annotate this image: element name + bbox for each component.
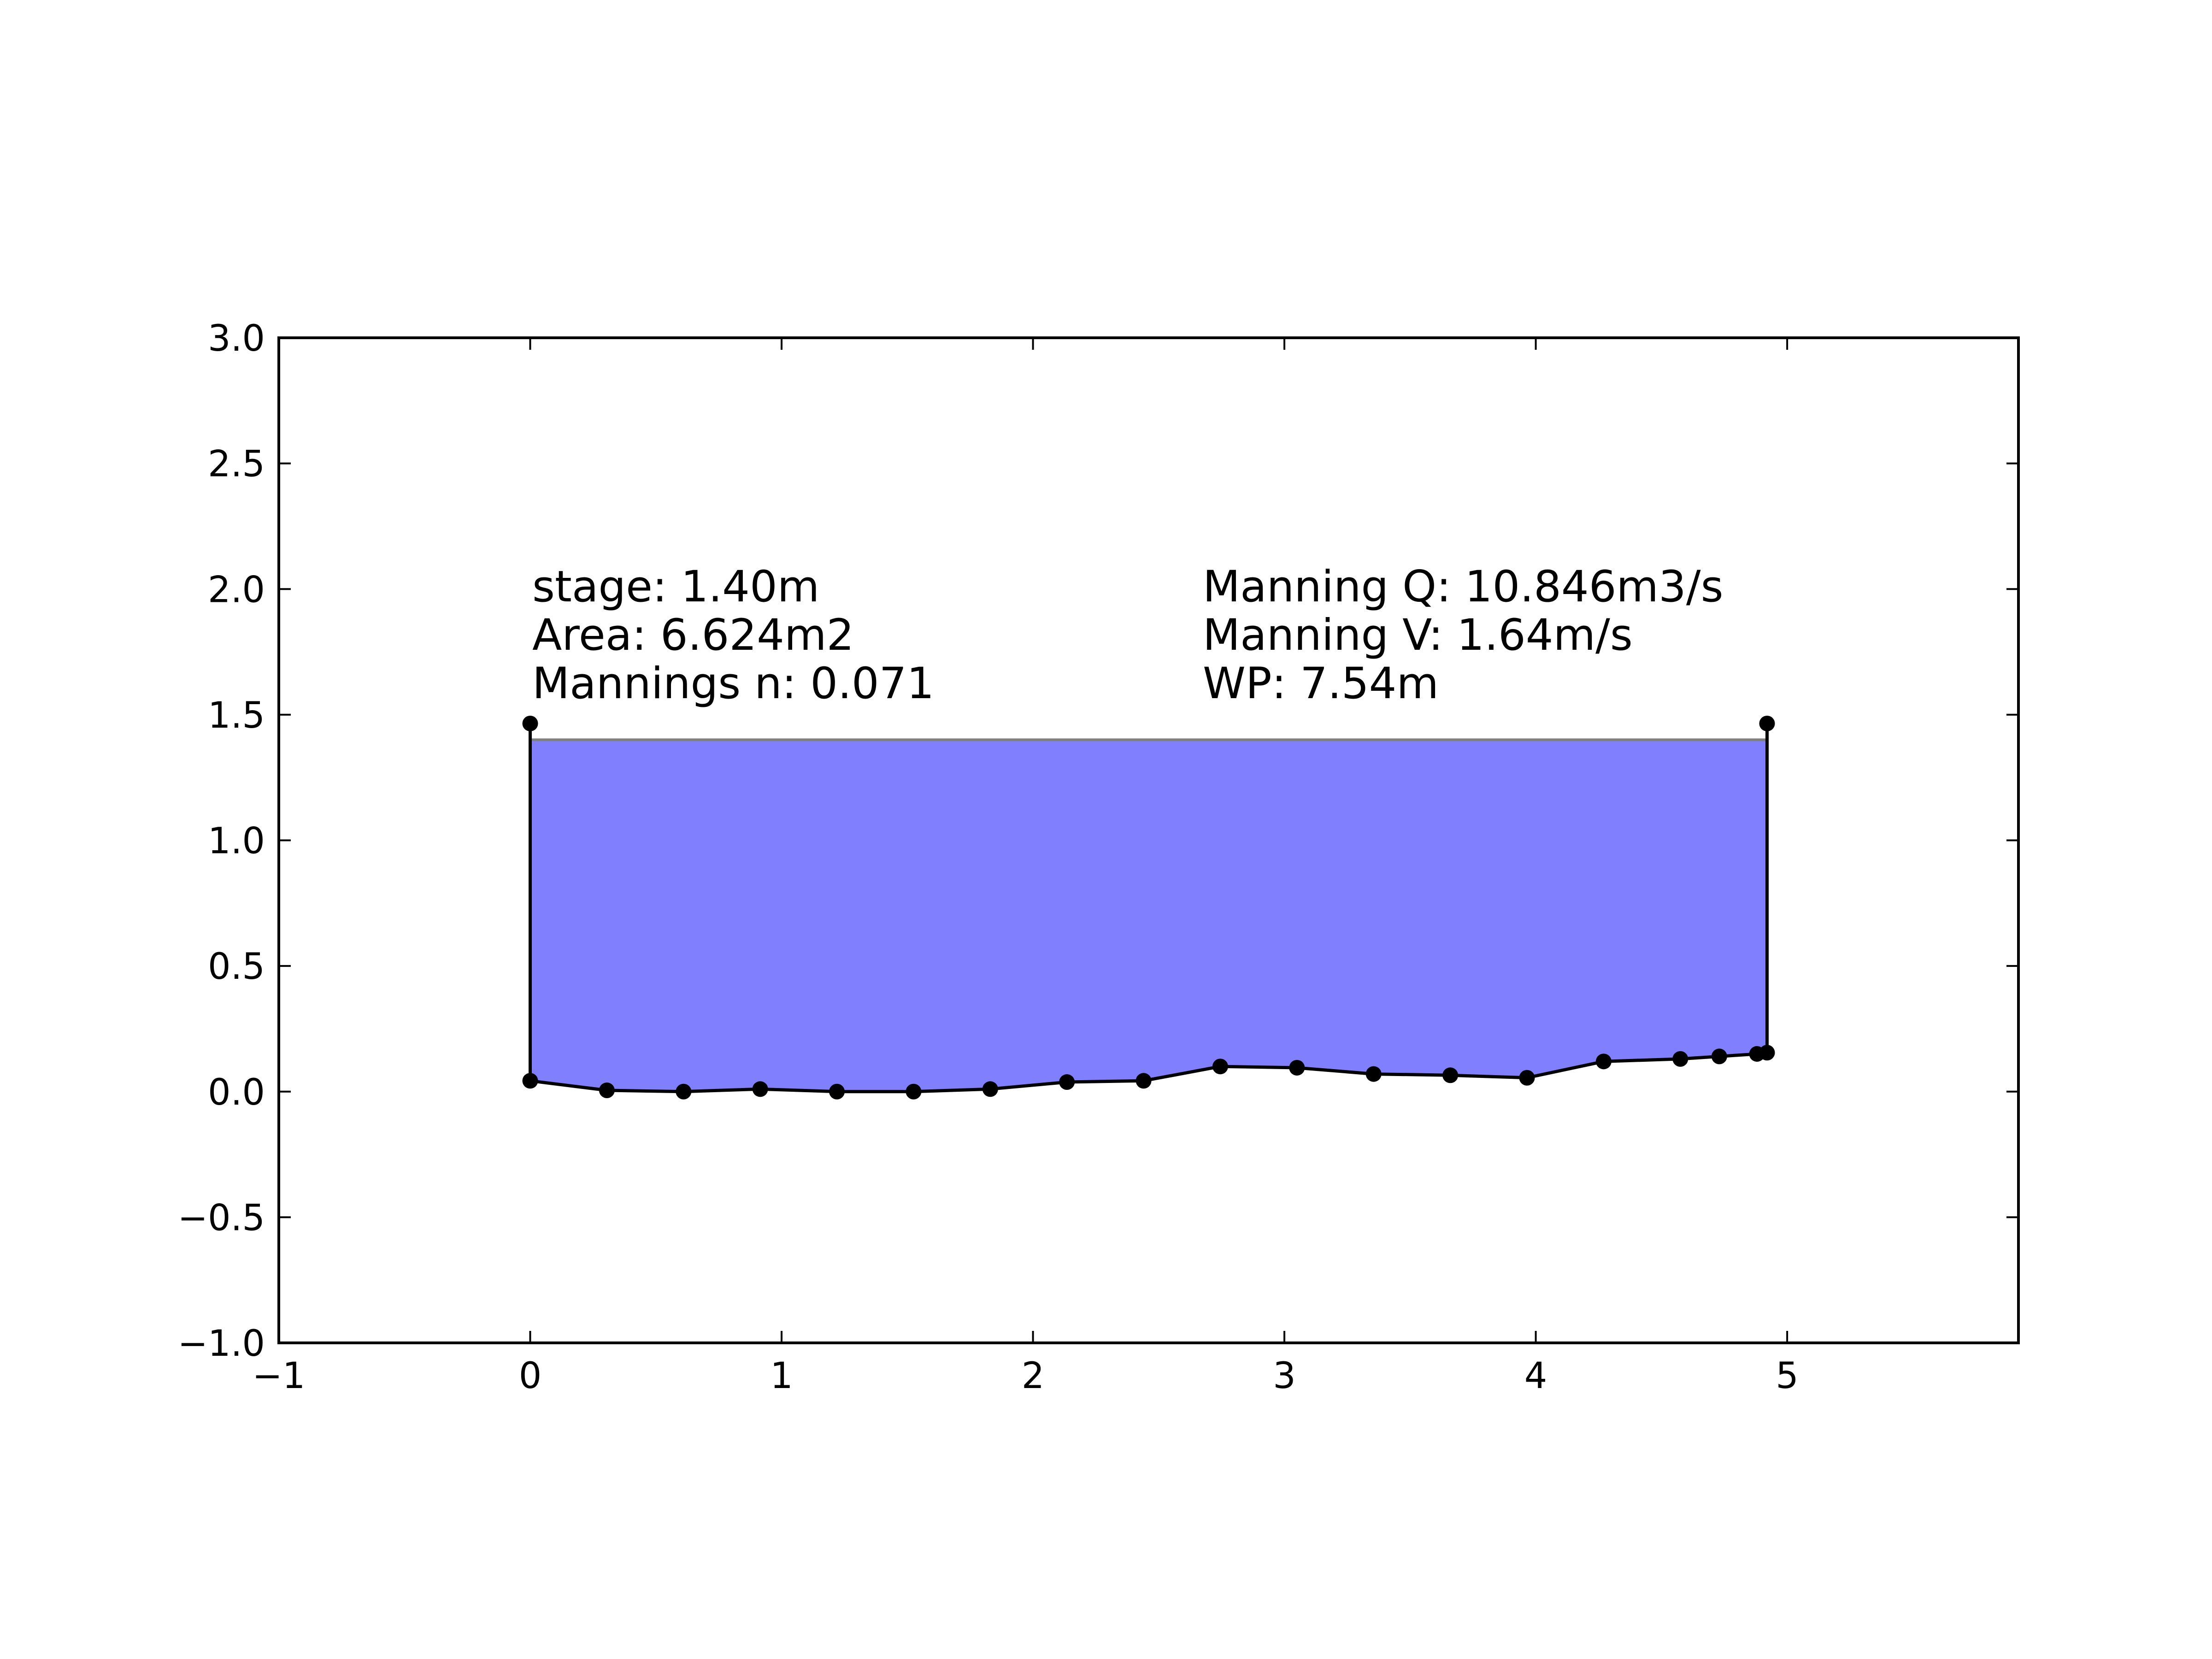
profile-point-4: [752, 1081, 768, 1097]
profile-point-10: [1212, 1059, 1228, 1075]
profile-point-16: [1672, 1051, 1688, 1067]
profile-point-13: [1442, 1067, 1459, 1083]
profile-point-2: [599, 1082, 615, 1099]
profile-point-17: [1711, 1048, 1727, 1065]
y-tick-label-7: 2.5: [208, 444, 265, 485]
profile-point-6: [906, 1083, 922, 1100]
profile-point-11: [1289, 1059, 1305, 1076]
profile-point-3: [676, 1083, 692, 1100]
y-tick-label-1: −0.5: [178, 1197, 265, 1239]
profile-point-0: [522, 715, 538, 731]
x-tick-label-0: −1: [253, 1355, 306, 1397]
y-tick-label-6: 2.0: [208, 569, 265, 611]
annotation-mannings-n: Mannings n: 0.071: [532, 659, 934, 709]
annotation-area: Area: 6.624m2: [532, 610, 854, 660]
profile-point-15: [1595, 1053, 1612, 1070]
profile-point-9: [1135, 1073, 1152, 1089]
annotation-manning-v: Manning V: 1.64m/s: [1203, 610, 1633, 660]
y-tick-label-2: 0.0: [208, 1072, 265, 1113]
profile-point-7: [982, 1081, 998, 1097]
profile-point-12: [1365, 1066, 1382, 1082]
y-tick-label-4: 1.0: [208, 821, 265, 862]
y-tick-label-5: 1.5: [208, 695, 265, 736]
annotation-stage: stage: 1.40m: [532, 562, 819, 612]
profile-point-8: [1059, 1074, 1075, 1090]
y-tick-label-3: 0.5: [208, 946, 265, 988]
annotation-manning-q: Manning Q: 10.846m3/s: [1203, 562, 1724, 612]
x-tick-label-4: 3: [1273, 1355, 1296, 1397]
y-tick-label-0: −1.0: [178, 1323, 265, 1365]
x-tick-label-1: 0: [519, 1355, 542, 1397]
profile-point-14: [1519, 1070, 1535, 1086]
profile-point-20: [1759, 715, 1775, 731]
profile-point-1: [522, 1073, 538, 1089]
y-tick-label-8: 3.0: [208, 318, 265, 359]
x-tick-label-3: 2: [1022, 1355, 1045, 1397]
annotation-wp: WP: 7.54m: [1203, 659, 1439, 709]
x-tick-label-2: 1: [770, 1355, 793, 1397]
x-tick-label-5: 4: [1524, 1355, 1547, 1397]
water-area: [530, 740, 1767, 1092]
x-tick-label-6: 5: [1776, 1355, 1799, 1397]
profile-point-19: [1759, 1045, 1775, 1061]
profile-point-5: [829, 1083, 845, 1100]
